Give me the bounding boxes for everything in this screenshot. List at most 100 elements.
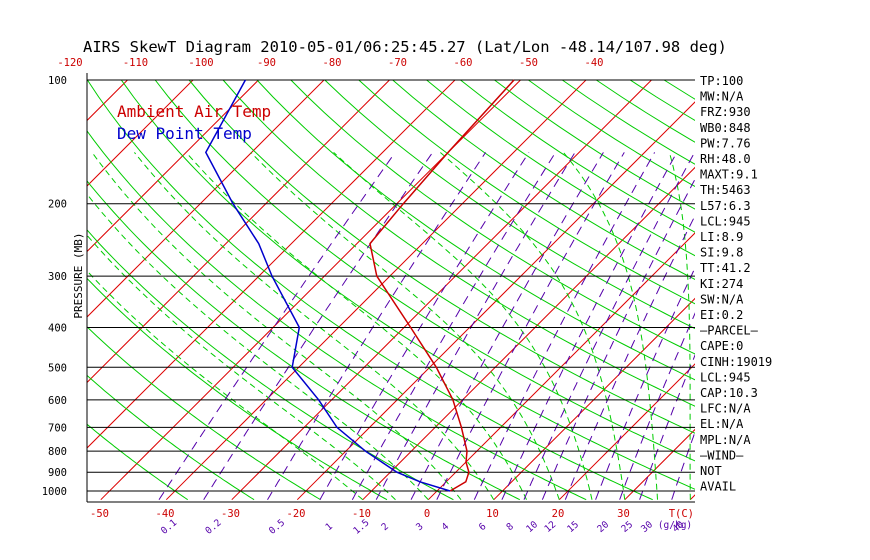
chart-title: AIRS SkewT Diagram 2010-05-01/06:25:45.2… — [83, 38, 727, 56]
mixing-ratio-axis-label: (g/kg) — [658, 520, 692, 531]
index-label: RH:48.0 — [700, 152, 751, 166]
mixing-ratio-tick-label: 3 — [414, 521, 425, 533]
dry-adiabat-line — [494, 79, 695, 210]
index-label: FRZ:930 — [700, 105, 751, 119]
bottom-temp-tick-label: -50 — [90, 508, 109, 520]
index-label: MW:N/A — [700, 90, 744, 104]
dry-adiabat-line — [120, 79, 695, 490]
isotherm-line — [624, 428, 695, 501]
isotherm-line — [493, 297, 695, 501]
dry-adiabat-line — [392, 79, 695, 281]
dry-adiabat-line — [222, 79, 695, 407]
index-label: EI:0.2 — [700, 308, 743, 322]
top-temp-tick-label: -70 — [388, 57, 407, 69]
dry-adiabat-line — [87, 79, 653, 501]
mixing-ratio-tick-label: 20 — [595, 519, 611, 535]
index-label: —WIND— — [700, 448, 744, 462]
moist-adiabat-line — [87, 193, 429, 501]
top-temp-tick-label: -80 — [323, 57, 342, 69]
mixing-ratio-line — [319, 152, 530, 500]
pressure-tick-label: 300 — [48, 271, 67, 283]
index-label: TP:100 — [700, 74, 743, 88]
isobar-lines — [87, 79, 695, 492]
mixing-ratio-tick-label: 10 — [524, 519, 540, 535]
isotherm-line — [87, 79, 325, 318]
pressure-tick-label: 500 — [48, 362, 67, 374]
bottom-temp-tick-label: 30 — [617, 508, 630, 520]
mixing-ratio-tick-label: 6 — [477, 521, 489, 533]
dry-adiabat-line — [87, 130, 587, 501]
mixing-ratio-line — [410, 152, 604, 500]
index-label: LCL:945 — [700, 214, 751, 228]
y-axis-label: PRESSURE (MB) — [72, 233, 85, 319]
top-temp-tick-label: -120 — [57, 57, 82, 69]
dry-adiabat-line — [87, 326, 321, 501]
isotherm-line — [87, 79, 456, 449]
index-label: CINH:19019 — [700, 355, 772, 369]
legend: Ambient Air Temp Dew Point Temp — [117, 102, 271, 143]
index-label: TT:41.2 — [700, 261, 751, 275]
index-label: AVAIL — [700, 480, 736, 494]
index-label: TH:5463 — [700, 183, 751, 197]
pressure-tick-label: 400 — [48, 322, 67, 334]
index-label: CAP:10.3 — [700, 386, 758, 400]
mixing-ratio-line — [436, 152, 625, 500]
index-label: LFC:N/A — [700, 402, 751, 416]
index-label: —PARCEL— — [700, 324, 759, 338]
mixing-ratio-tick-label: 0.5 — [267, 517, 287, 536]
isotherm-line — [558, 363, 695, 501]
mixing-ratio-tick-label: 15 — [565, 519, 581, 535]
pressure-tick-label: 100 — [48, 75, 67, 87]
index-label: WB0:848 — [700, 121, 751, 135]
pressure-tick-label: 800 — [48, 446, 67, 458]
top-temp-tick-label: -90 — [257, 57, 276, 69]
mixing-ratio-tick-label: 0.1 — [159, 517, 179, 537]
index-label: LCL:945 — [700, 370, 751, 384]
pressure-tick-label: 200 — [48, 199, 67, 211]
dry-adiabat-line — [87, 180, 521, 501]
mixing-ratio-line — [523, 152, 695, 500]
sounding-series — [204, 79, 515, 492]
index-label: SW:N/A — [700, 292, 744, 306]
pressure-tick-label: 600 — [48, 395, 67, 407]
dry-adiabat-line — [663, 79, 695, 100]
dewpoint-line — [204, 79, 451, 492]
index-label: SI:9.8 — [700, 246, 743, 260]
bottom-temp-tick-label: 0 — [424, 508, 430, 520]
bottom-temp-tick-label: -20 — [287, 508, 306, 520]
index-label: EL:N/A — [700, 417, 744, 431]
pressure-tick-label: 1000 — [42, 486, 67, 498]
top-temp-tick-label: -40 — [585, 57, 604, 69]
index-label: NOT — [700, 464, 722, 478]
temp-axis-label: T(C) — [669, 508, 694, 520]
dry-adiabat-line — [87, 374, 255, 501]
index-label: LI:8.9 — [700, 230, 743, 244]
mixing-ratio-line — [473, 152, 656, 500]
dry-adiabat-line — [87, 423, 188, 501]
dry-adiabat-line — [290, 79, 695, 355]
isotherm-line — [87, 79, 194, 187]
mixing-ratio-tick-label: 1 — [323, 521, 335, 533]
dry-adiabat-line — [358, 79, 695, 305]
index-label: MAXT:9.1 — [700, 168, 758, 182]
top-temp-tick-label: -50 — [519, 57, 538, 69]
mixing-ratio-tick-label: 0.2 — [203, 517, 223, 536]
legend-dew-point: Dew Point Temp — [117, 124, 252, 143]
index-label: PW:7.76 — [700, 136, 751, 150]
mixing-ratio-tick-label: 2 — [379, 521, 390, 533]
isotherm-line — [296, 101, 695, 501]
temperature-line — [369, 79, 515, 492]
index-label: CAPE:0 — [700, 339, 743, 353]
moist-adiabat-line — [333, 152, 593, 500]
isotherm-line — [87, 79, 128, 122]
isotherm-line — [87, 79, 259, 253]
dry-adiabat-line — [324, 79, 695, 330]
isotherm-line — [821, 80, 870, 500]
top-temp-tick-label: -60 — [454, 57, 473, 69]
isotherm-line — [87, 79, 390, 384]
mixing-ratio-tick-label: 8 — [505, 521, 517, 533]
pressure-tick-label: 700 — [48, 422, 67, 434]
pressure-tick-label: 900 — [48, 467, 67, 479]
